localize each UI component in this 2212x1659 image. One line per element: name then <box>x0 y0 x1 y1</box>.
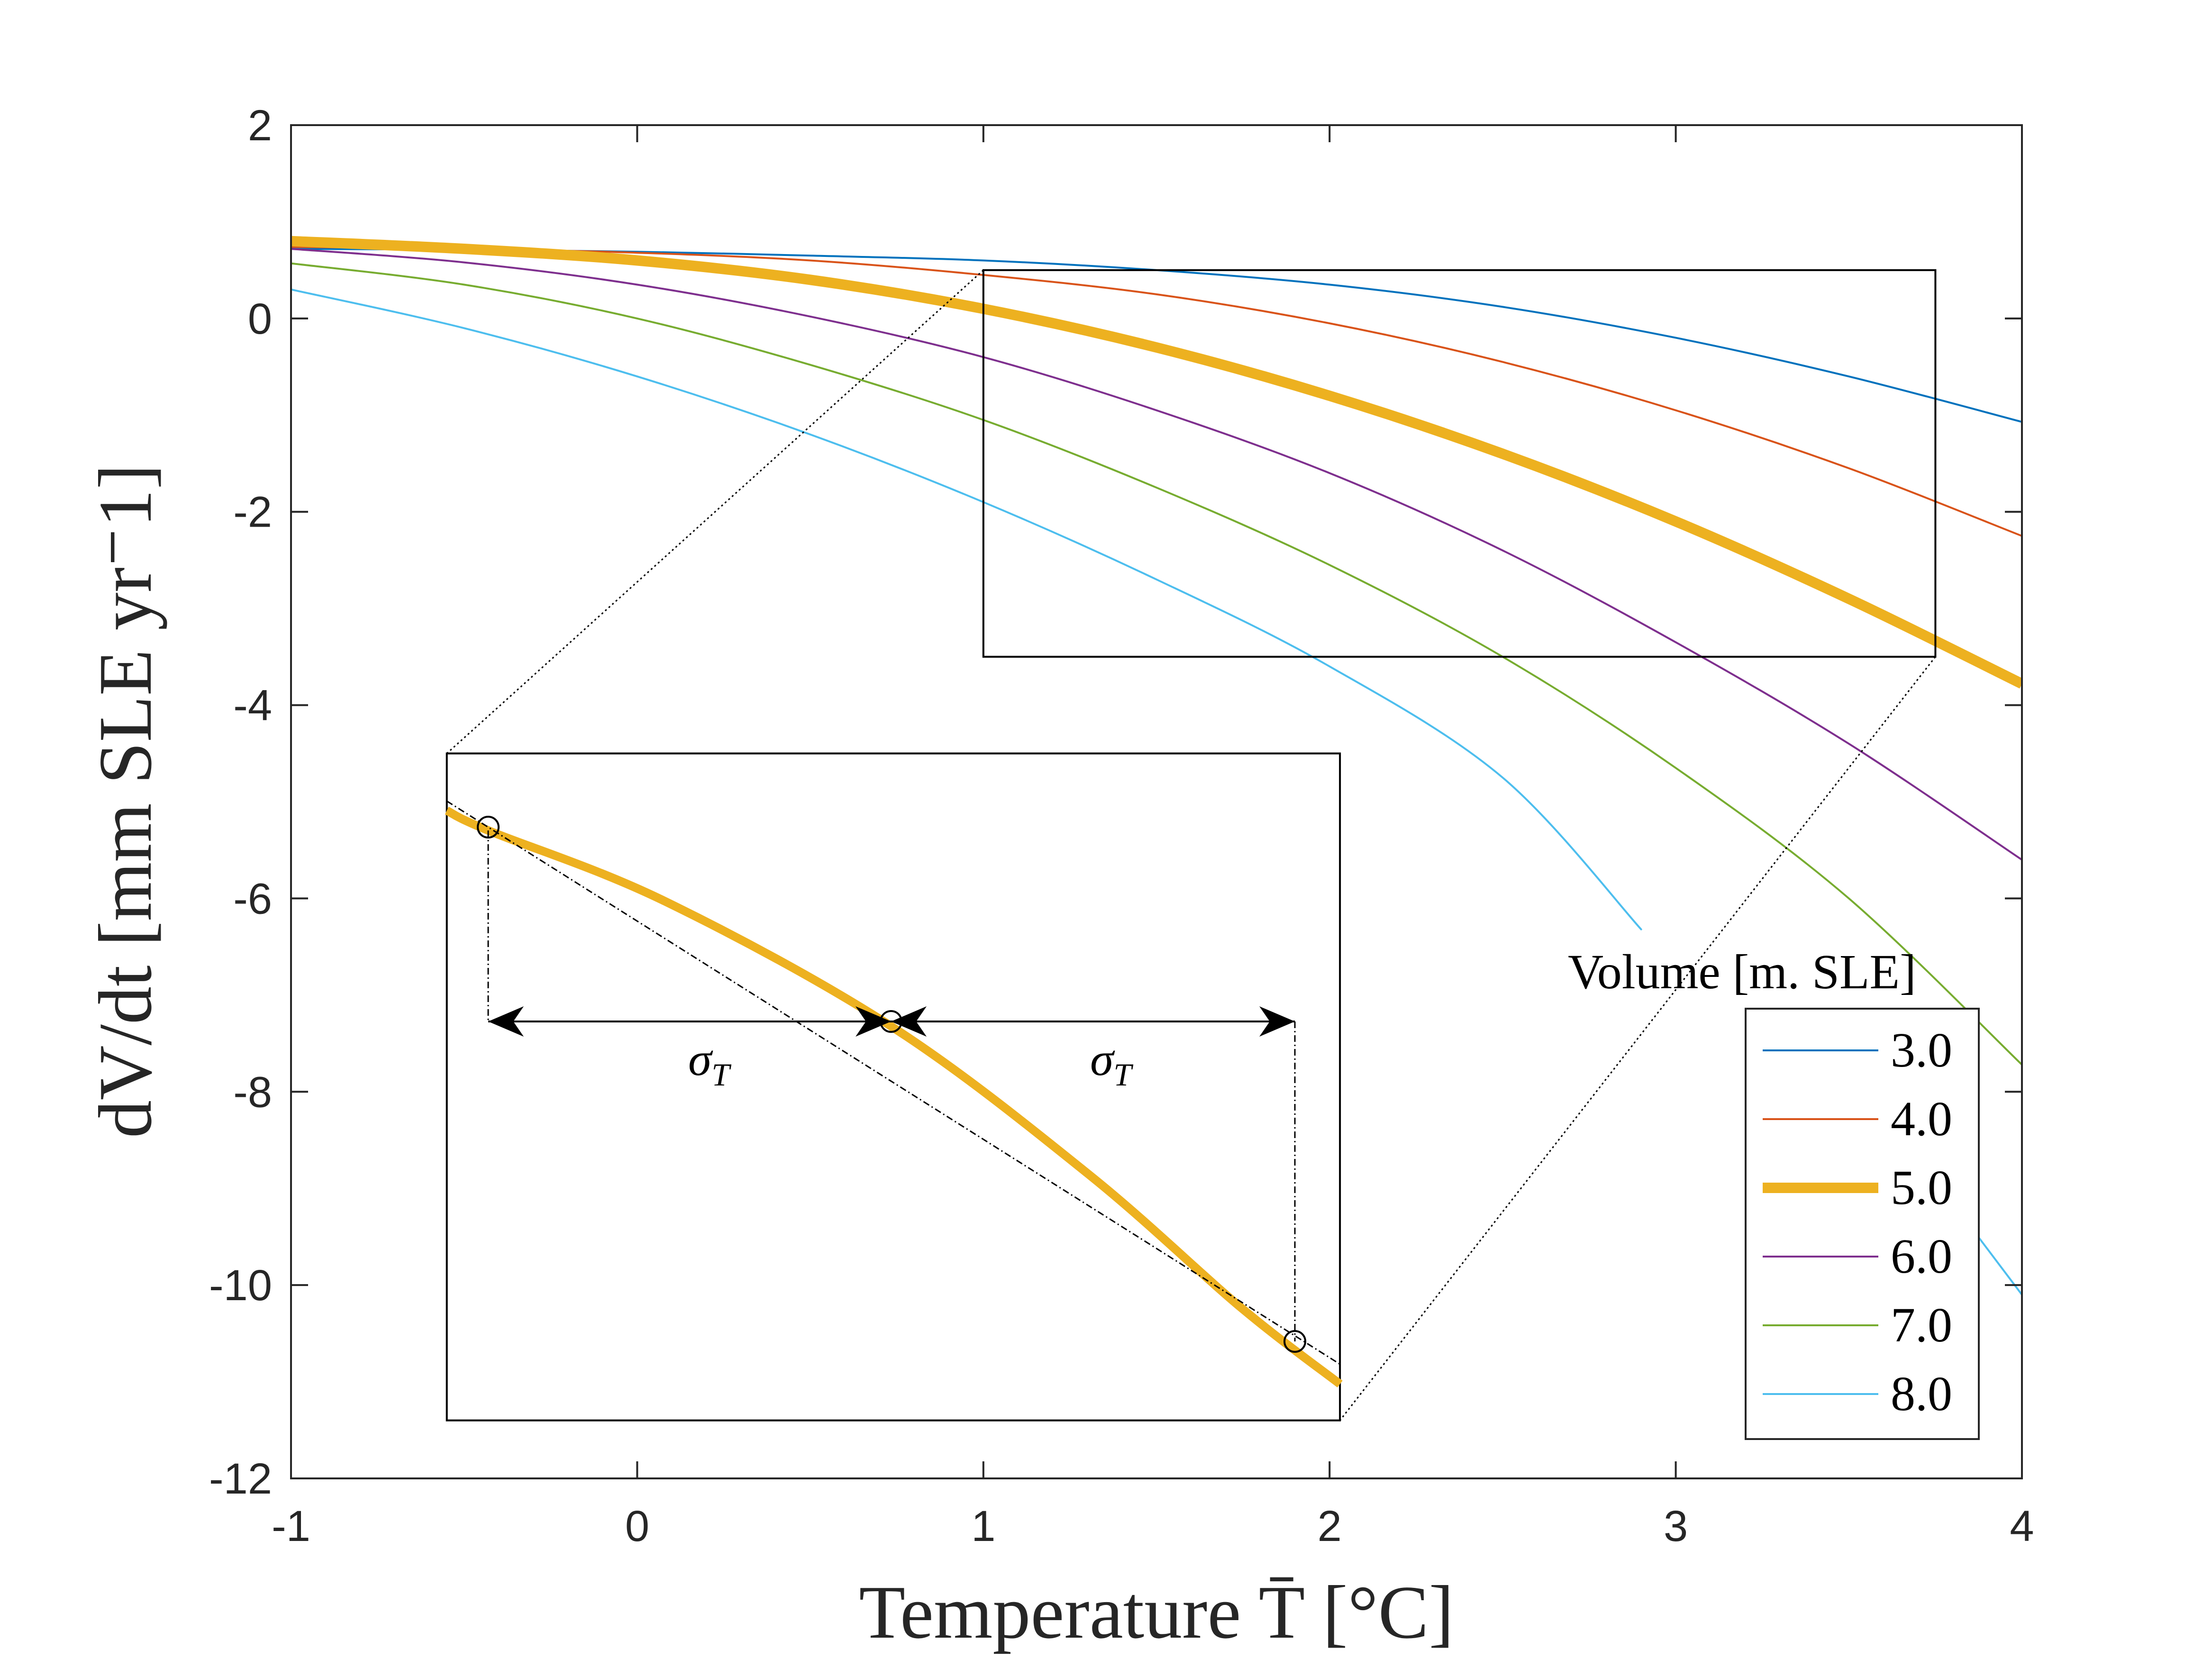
inset-marker-center <box>880 1010 902 1033</box>
zoom-layer <box>446 269 1937 1421</box>
sigma-label-right: σT <box>1090 1033 1133 1093</box>
y-tick-label: -6 <box>233 875 272 923</box>
inset-curve <box>445 806 1343 1388</box>
x-tick-label: 3 <box>1664 1502 1688 1550</box>
legend: Volume [m. SLE] 3.0 4.0 5.0 6.0 7.0 8.0 <box>1568 945 1980 1440</box>
inset-content <box>445 800 1343 1388</box>
y-tick-label: -10 <box>209 1261 272 1310</box>
legend-label-8.0: 8.0 <box>1891 1367 1952 1421</box>
legend-label-6.0: 6.0 <box>1891 1229 1952 1284</box>
zoom-connector-left <box>446 269 984 754</box>
x-axis-title: Temperature T̄ [°C] <box>859 1570 1454 1654</box>
y-tick-label: -8 <box>233 1068 272 1116</box>
inset-secant <box>446 800 1340 1365</box>
inset-marker-right <box>1284 1330 1306 1353</box>
inset-frame <box>446 752 1341 1422</box>
series-line-5.0 <box>291 236 2022 689</box>
arrowhead-left-outer <box>488 1006 524 1037</box>
axes: -1 0 1 2 3 420-2-4-6-8-10-12 <box>209 101 2034 1550</box>
inset-marker-left <box>477 816 500 839</box>
arrowhead-left-inner <box>856 1006 891 1037</box>
x-tick-label: 1 <box>971 1502 995 1550</box>
y-axis-title: dV/dt [mm SLE yr⁻1] <box>83 464 167 1138</box>
x-tick-label: 4 <box>2010 1502 2034 1550</box>
arrowhead-right-inner <box>891 1006 927 1037</box>
zoom-box <box>982 269 1937 658</box>
y-tick-label: 2 <box>248 101 272 150</box>
sigma-label-left: σT <box>688 1033 731 1093</box>
series-line-6.0 <box>291 248 2022 861</box>
legend-label-7.0: 7.0 <box>1891 1298 1952 1352</box>
legend-label-4.0: 4.0 <box>1891 1092 1952 1146</box>
legend-title: Volume [m. SLE] <box>1568 945 1916 999</box>
series-layer <box>291 236 2022 1295</box>
legend-box <box>1745 1008 1980 1440</box>
x-tick-label: 0 <box>625 1502 649 1550</box>
series-line-3.0 <box>291 248 2022 423</box>
y-tick-label: -12 <box>209 1455 272 1503</box>
series-line-4.0 <box>291 246 2022 537</box>
legend-label-3.0: 3.0 <box>1891 1023 1952 1077</box>
zoom-connector-right <box>1339 656 1936 1421</box>
series-line-7.0 <box>291 262 2022 1066</box>
series-line-8.0 <box>291 288 1642 930</box>
arrowhead-right-outer <box>1259 1006 1295 1037</box>
plot-frame <box>290 124 2023 1479</box>
inset: σT σT <box>445 752 1343 1422</box>
y-tick-label: 0 <box>248 295 272 343</box>
legend-label-5.0: 5.0 <box>1891 1160 1952 1215</box>
x-tick-label: -1 <box>272 1502 310 1550</box>
x-tick-label: 2 <box>1318 1502 1342 1550</box>
y-tick-label: -4 <box>233 682 272 730</box>
y-tick-label: -2 <box>233 488 272 537</box>
